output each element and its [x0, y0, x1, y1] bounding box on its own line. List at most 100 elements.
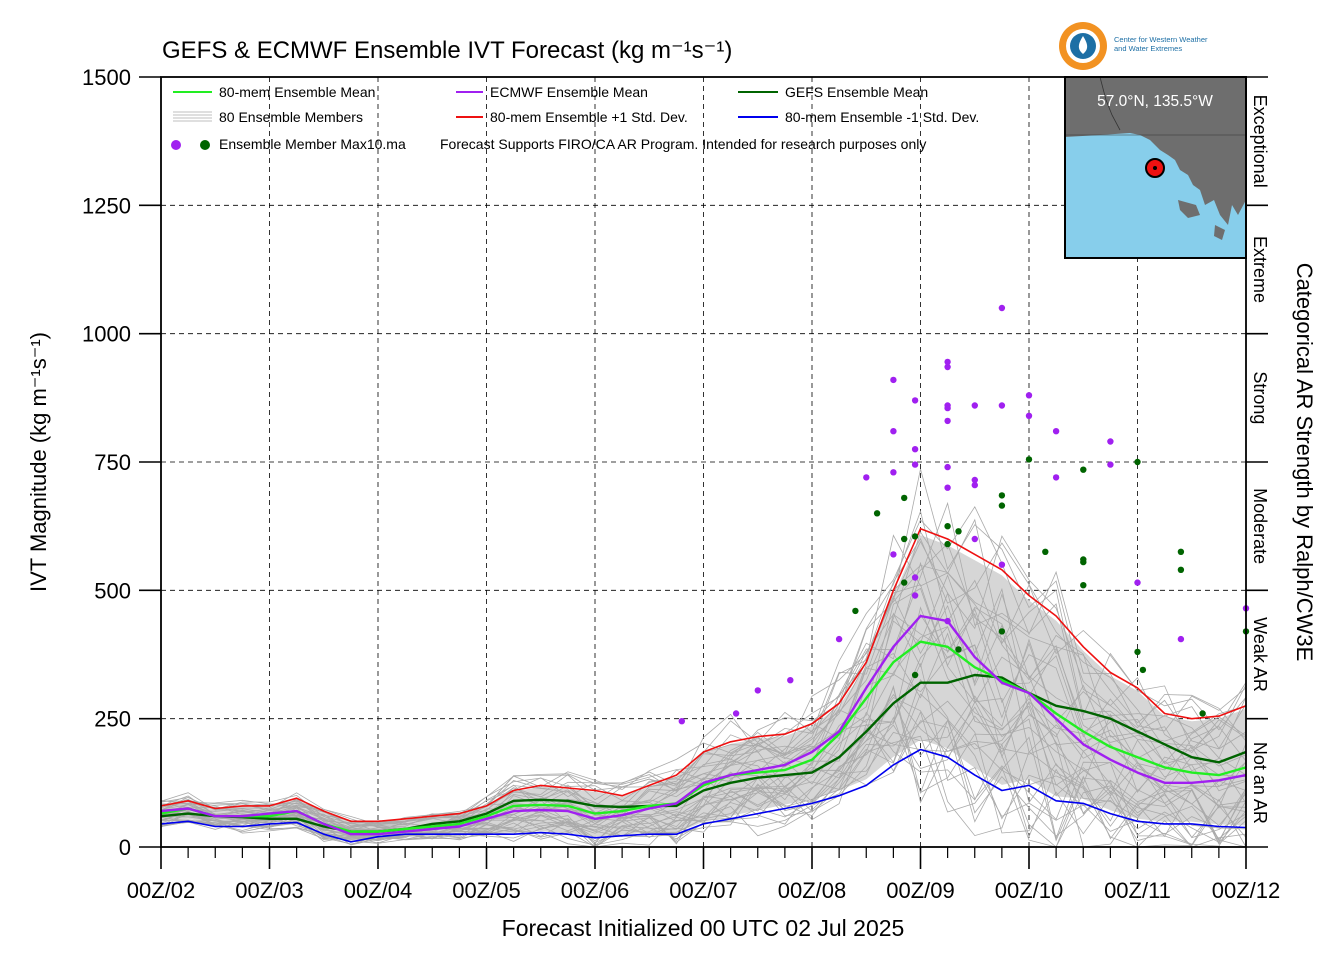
y-tick-label: 250 — [94, 707, 131, 732]
y-axis: 0 250 500 750 1000 1250 1500 — [82, 65, 161, 860]
member-max-point — [944, 617, 951, 625]
member-max-point — [852, 607, 859, 615]
member-max-point — [1177, 548, 1185, 555]
ensemble-member-line — [160, 695, 1247, 848]
legend-dot-gefs — [200, 140, 210, 150]
member-max-point — [971, 481, 978, 489]
ensemble-member-line — [160, 684, 1247, 845]
member-max-point — [971, 535, 978, 543]
ensemble-member-line — [160, 731, 1247, 848]
member-max-point — [1052, 474, 1060, 481]
cw3e-logo: Center for Western Weather and Water Ext… — [1059, 22, 1208, 70]
category-label: Strong — [1250, 371, 1270, 424]
member-max-point — [1107, 461, 1114, 468]
member-max-point — [678, 718, 685, 725]
x-tick-label: 00Z/02 — [127, 878, 196, 903]
y-tick-label: 1500 — [82, 65, 131, 90]
member-max-point — [911, 574, 919, 581]
member-max-point — [944, 484, 951, 491]
member-max-point — [971, 476, 978, 484]
member-max-point — [1080, 582, 1087, 589]
category-label: Extreme — [1250, 236, 1270, 303]
ensemble-member-line — [160, 501, 1247, 827]
legend-label-member-max: Ensemble Member Max10.ma — [219, 136, 406, 152]
member-max-point — [998, 628, 1006, 635]
y-axis-label: IVT Magnitude (kg m⁻¹s⁻¹) — [26, 332, 51, 592]
inset-map-location: 57.0°N, 135.5°W — [1097, 93, 1213, 110]
member-max-point — [911, 671, 919, 679]
member-max-point — [1080, 466, 1087, 473]
member-max-point — [1080, 558, 1087, 566]
series-line-ecmwf-ensemble-mean — [160, 614, 1247, 836]
member-max-point — [1139, 666, 1147, 674]
member-max-point — [998, 502, 1006, 509]
member-max-point — [911, 533, 919, 540]
legend-label-ecmwf-mean: ECMWF Ensemble Mean — [490, 84, 648, 100]
member-max-point — [890, 469, 897, 476]
logo-text-line1: Center for Western Weather — [1114, 35, 1208, 44]
member-max-point — [901, 535, 908, 543]
member-max-point — [732, 710, 740, 717]
member-max-point — [754, 687, 761, 694]
member-max-point — [998, 492, 1006, 499]
member-max-point — [1177, 635, 1185, 643]
member-max-point — [944, 417, 951, 425]
member-max-point — [955, 528, 962, 535]
member-max-point — [944, 540, 951, 548]
legend-dot-ecmwf — [171, 140, 181, 150]
series-line-80-mem-ensemble-1-std-dev- — [160, 748, 1247, 843]
inset-map-island — [1214, 225, 1225, 240]
inset-map-frame — [1064, 76, 1247, 259]
chart-title: GEFS & ECMWF Ensemble IVT Forecast (kg m… — [162, 37, 732, 64]
member-max-point — [901, 579, 908, 586]
legend-label-members: 80 Ensemble Members — [219, 109, 363, 125]
inset-map-island — [1178, 200, 1200, 218]
member-max-point — [901, 494, 908, 502]
member-max-point — [955, 646, 962, 653]
member-max-point — [911, 592, 919, 599]
legend: 80-mem Ensemble Mean ECMWF Ensemble Mean… — [171, 84, 979, 152]
y-tick-label: 500 — [94, 578, 131, 603]
category-label: Weak AR — [1250, 617, 1270, 692]
member-max-point — [998, 402, 1006, 409]
category-axis-label: Categorical AR Strength by Ralph/CW3E — [1292, 263, 1317, 662]
legend-label-gefs-mean: GEFS Ensemble Mean — [785, 84, 928, 100]
member-max-point — [971, 402, 978, 409]
legend-swatch-members — [173, 111, 212, 122]
x-tick-label: 00Z/12 — [1212, 878, 1281, 903]
logo-text-line2: and Water Extremes — [1114, 44, 1182, 53]
x-tick-label: 00Z/08 — [778, 878, 847, 903]
x-tick-label: 00Z/09 — [886, 878, 955, 903]
member-max-point — [944, 358, 951, 366]
member-max-point — [1025, 412, 1033, 419]
member-max-point — [1134, 648, 1141, 656]
member-max-point — [787, 677, 794, 684]
member-max-point — [1052, 428, 1060, 435]
member-max-point — [1107, 438, 1114, 445]
member-max-point — [998, 304, 1006, 312]
category-label: Not an AR — [1250, 742, 1270, 824]
y-tick-label: 0 — [119, 835, 131, 860]
member-max-point — [944, 404, 951, 412]
y-tick-label: 750 — [94, 450, 131, 475]
ensemble-member-line — [160, 702, 1247, 844]
x-tick-label: 00Z/07 — [669, 878, 738, 903]
member-max-point — [873, 510, 881, 517]
member-max-point — [1025, 392, 1033, 399]
x-tick-label: 00Z/04 — [344, 878, 413, 903]
member-max-points — [678, 304, 1250, 725]
x-axis: 00Z/02 00Z/03 00Z/04 00Z/05 00Z/06 00Z/07 00Z/… — [127, 847, 1281, 903]
member-max-point — [890, 428, 897, 435]
ensemble-member-line — [160, 561, 1247, 831]
x-tick-label: 00Z/10 — [995, 878, 1064, 903]
series-line-80-mem-ensemble-1-std-dev- — [160, 527, 1247, 823]
member-max-point — [890, 551, 897, 558]
member-max-point — [1042, 548, 1049, 555]
inset-map-border — [1099, 76, 1121, 131]
y-tick-label: 1250 — [82, 193, 131, 218]
location-marker-center — [1153, 166, 1157, 170]
series-line-80-mem-ensemble-mean — [160, 640, 1247, 833]
member-max-point — [1199, 710, 1206, 717]
x-tick-label: 00Z/11 — [1104, 878, 1171, 903]
